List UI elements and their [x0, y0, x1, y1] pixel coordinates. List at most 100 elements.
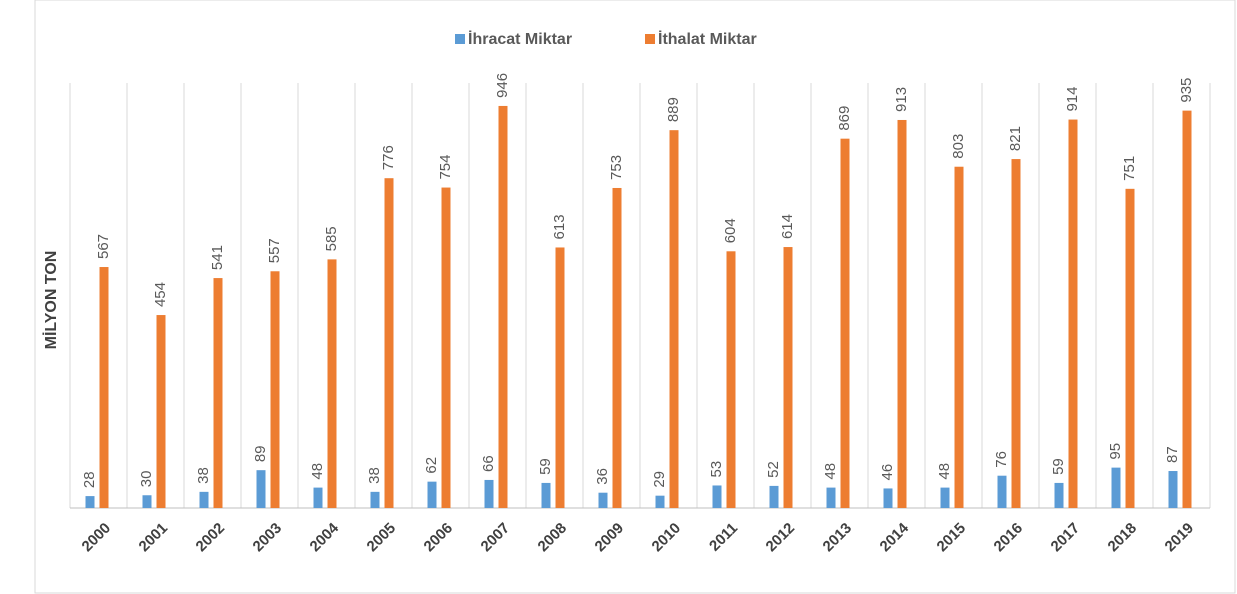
bar — [85, 496, 95, 508]
legend-swatch — [645, 34, 655, 44]
data-label: 48 — [936, 463, 953, 480]
bar — [1168, 471, 1178, 508]
x-tick-label: 2010 — [649, 520, 685, 556]
bar — [826, 487, 836, 508]
x-tick-label: 2013 — [820, 520, 856, 556]
bar — [769, 485, 779, 508]
data-label: 36 — [594, 468, 611, 485]
data-label: 30 — [138, 471, 155, 488]
data-label: 776 — [380, 145, 397, 170]
data-label: 557 — [266, 238, 283, 263]
x-tick-label: 2014 — [877, 519, 913, 555]
data-label: 52 — [765, 461, 782, 478]
x-tick-label: 2004 — [307, 519, 343, 555]
x-tick-label: 2003 — [250, 520, 286, 556]
data-label: 753 — [608, 155, 625, 180]
bar — [997, 475, 1007, 508]
x-tick-label: 2002 — [193, 520, 229, 556]
bar — [327, 259, 337, 508]
bar — [142, 495, 152, 508]
x-tick-label: 2016 — [991, 520, 1027, 556]
x-tick-label: 2017 — [1048, 520, 1084, 556]
data-label: 585 — [323, 226, 340, 251]
x-tick-label: 2019 — [1162, 520, 1198, 556]
x-tick-label: 2005 — [364, 520, 400, 556]
data-label: 59 — [537, 458, 554, 475]
bar — [655, 495, 665, 508]
legend-label: İthalat Miktar — [658, 30, 757, 48]
bar — [313, 487, 323, 508]
bar — [598, 492, 608, 508]
bar — [669, 130, 679, 509]
bar — [883, 488, 893, 508]
bar — [726, 251, 736, 509]
data-label: 604 — [722, 218, 739, 243]
bar — [940, 487, 950, 508]
bar — [427, 481, 437, 508]
x-tick-label: 2009 — [592, 520, 628, 556]
bar — [99, 267, 109, 508]
data-label: 913 — [893, 87, 910, 112]
data-label: 946 — [494, 73, 511, 98]
data-label: 613 — [551, 214, 568, 239]
x-tick-label: 2001 — [136, 520, 172, 556]
x-tick-label: 2015 — [934, 520, 970, 556]
data-label: 46 — [879, 464, 896, 481]
bar — [897, 119, 907, 508]
data-label: 48 — [309, 463, 326, 480]
x-tick-label: 2000 — [79, 520, 115, 556]
bar — [256, 470, 266, 508]
x-tick-label: 2008 — [535, 520, 571, 556]
data-label: 869 — [836, 106, 853, 131]
bar — [783, 247, 793, 509]
data-label: 914 — [1064, 87, 1081, 112]
data-label: 28 — [81, 471, 98, 488]
data-label: 751 — [1121, 156, 1138, 181]
data-label: 29 — [651, 471, 668, 488]
data-label: 567 — [95, 234, 112, 259]
data-label: 38 — [366, 467, 383, 484]
data-label: 53 — [708, 461, 725, 478]
bar — [1125, 188, 1135, 508]
data-label: 803 — [950, 134, 967, 159]
data-label: 95 — [1107, 443, 1124, 460]
data-label: 38 — [195, 467, 212, 484]
x-tick-label: 2012 — [763, 520, 799, 556]
bar — [1054, 482, 1064, 508]
bar — [612, 187, 622, 508]
x-tick-label: 2007 — [478, 520, 514, 556]
x-tick-label: 2006 — [421, 520, 457, 556]
data-label: 87 — [1164, 446, 1181, 463]
data-label: 821 — [1007, 126, 1024, 151]
data-label: 541 — [209, 245, 226, 270]
data-label: 48 — [822, 463, 839, 480]
bar — [541, 482, 551, 508]
data-label: 66 — [480, 455, 497, 472]
bar — [484, 479, 494, 508]
bar — [156, 315, 166, 508]
data-label: 76 — [993, 451, 1010, 468]
bar — [441, 187, 451, 509]
data-label: 62 — [423, 457, 440, 474]
data-label: 614 — [779, 214, 796, 239]
bar — [199, 491, 209, 508]
data-label: 754 — [437, 155, 454, 180]
data-label: 889 — [665, 97, 682, 122]
data-label: 59 — [1050, 458, 1067, 475]
bar — [555, 247, 565, 508]
bar — [954, 166, 964, 508]
bar — [384, 178, 394, 508]
chart-frame — [34, 0, 1236, 594]
bar — [1111, 467, 1121, 508]
y-axis-label: MİLYON TON — [42, 251, 60, 350]
data-label: 454 — [152, 282, 169, 307]
x-tick-label: 2011 — [706, 520, 741, 555]
bar — [1182, 110, 1192, 508]
data-label: 89 — [252, 445, 269, 462]
bar — [370, 491, 380, 508]
bar — [712, 485, 722, 508]
x-tick-label: 2018 — [1105, 520, 1141, 556]
bar — [270, 271, 280, 508]
bar — [498, 105, 508, 508]
